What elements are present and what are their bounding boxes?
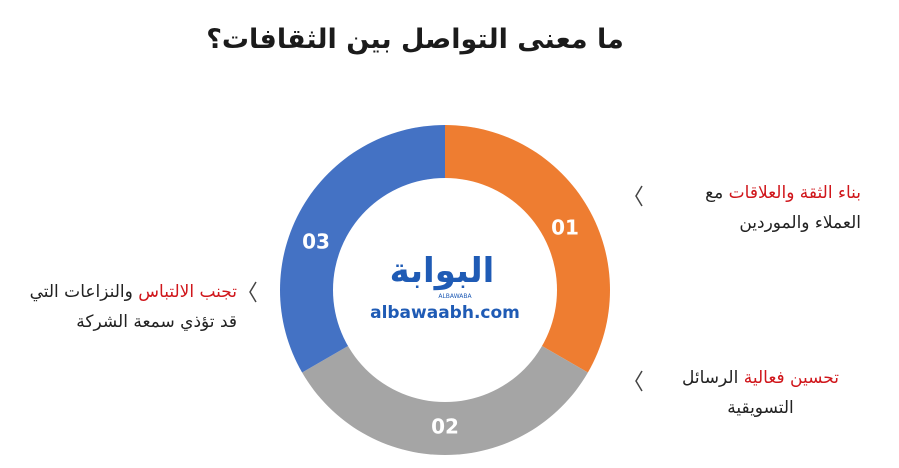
segment-label: 03: [302, 230, 330, 254]
item-line: تجنب الالتباس والنزاعات التي: [30, 277, 237, 307]
text: مع: [705, 183, 724, 203]
item: تحسين فعالية الرسائل التسويقية: [682, 363, 839, 423]
highlight: بناء الثقة والعلاقات: [728, 183, 861, 203]
item-line: التسويقية: [727, 398, 794, 418]
item-line: قد تؤذي سمعة الشركة: [76, 312, 237, 332]
logo-arabic: البوابة: [390, 251, 495, 291]
chevron: [635, 370, 643, 392]
segment-label: 01: [551, 216, 579, 240]
text: الرسائل: [682, 368, 739, 388]
title: ما معنى التواصل بين الثقافات؟: [206, 24, 624, 55]
item-line: بناء الثقة والعلاقات مع: [705, 178, 861, 208]
inner-circle: [333, 178, 557, 402]
text: والنزاعات التي: [29, 282, 133, 302]
chevron: [635, 185, 643, 207]
highlight: تحسين فعالية: [743, 368, 839, 388]
item: تجنب الالتباس والنزاعات التي قد تؤذي سمع…: [30, 277, 237, 337]
logo-site: albawaabh.com: [370, 303, 520, 323]
highlight: تجنب الالتباس: [138, 282, 237, 302]
item: بناء الثقة والعلاقات مع العملاء والموردي…: [705, 178, 861, 238]
item-line: العملاء والموردين: [739, 213, 861, 233]
segment-label: 02: [431, 415, 459, 439]
chevron: [249, 281, 257, 303]
logo-latin: ALBAWABA: [438, 293, 472, 300]
item-line: تحسين فعالية الرسائل: [682, 363, 839, 393]
